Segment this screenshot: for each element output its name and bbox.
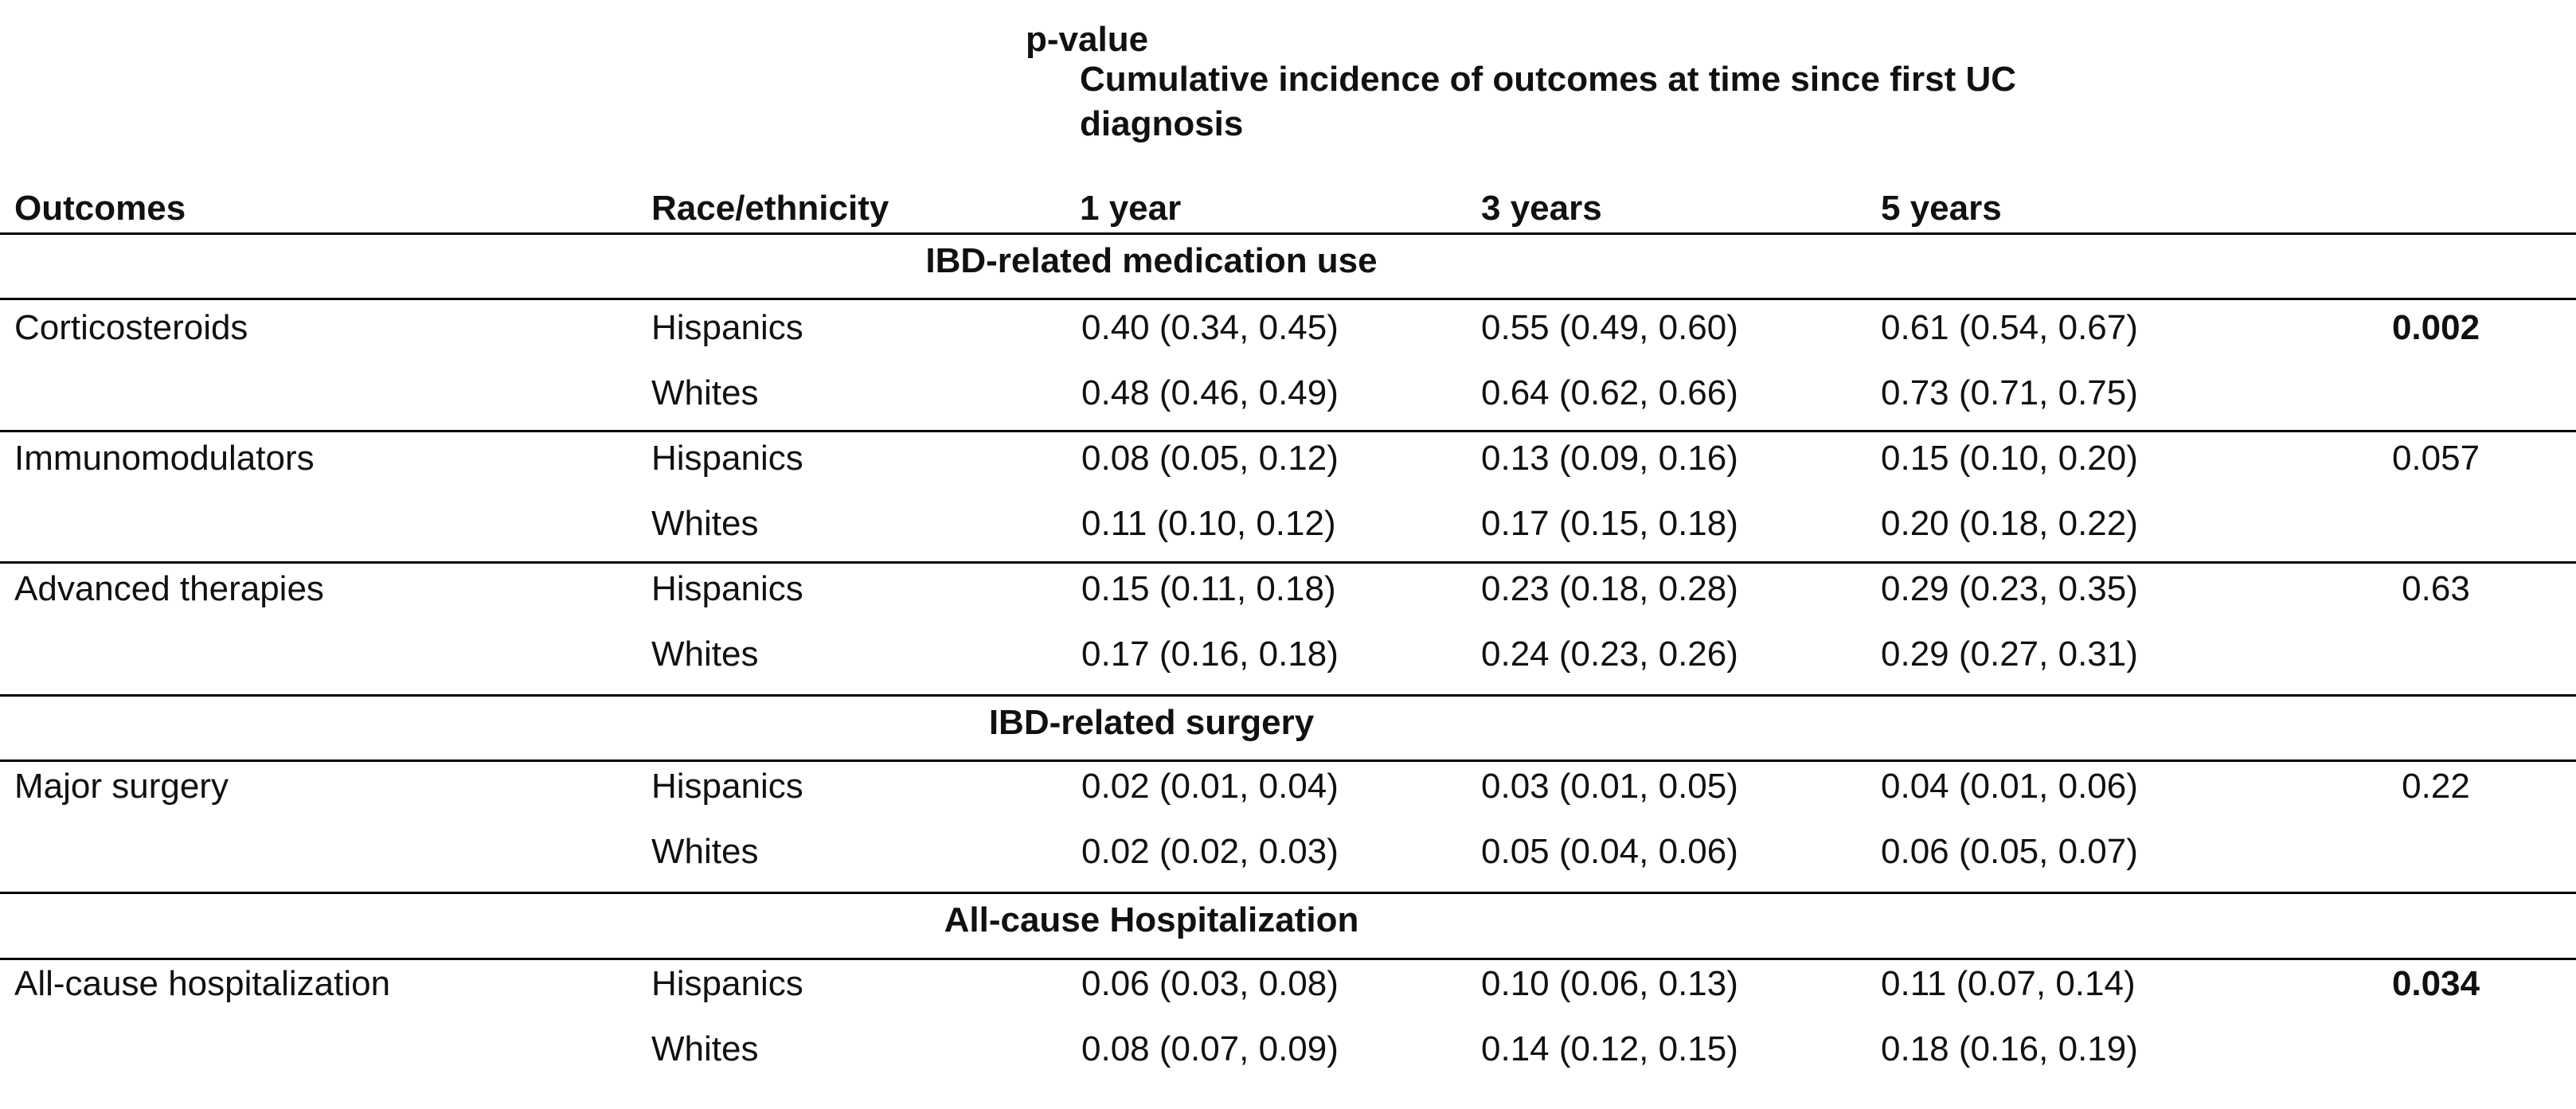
value-1-year: 0.11 (0.10, 0.12) bbox=[1081, 504, 1336, 543]
value-3-years: 0.23 (0.18, 0.28) bbox=[1481, 569, 1738, 608]
header-5-years: 5 years bbox=[1881, 189, 2002, 228]
section-title: All-cause Hospitalization bbox=[944, 900, 1359, 939]
race-cell: Whites bbox=[651, 373, 759, 412]
race-cell: Hispanics bbox=[651, 439, 803, 478]
value-3-years: 0.10 (0.06, 0.13) bbox=[1481, 964, 1738, 1003]
value-3-years: 0.24 (0.23, 0.26) bbox=[1481, 635, 1738, 674]
pvalue-cell: 0.002 bbox=[2391, 308, 2480, 347]
value-5-years: 0.04 (0.01, 0.06) bbox=[1881, 767, 2138, 806]
value-3-years: 0.55 (0.49, 0.60) bbox=[1481, 308, 1738, 347]
outcome-name: Corticosteroids bbox=[14, 308, 248, 347]
outcome-name: Immunomodulators bbox=[14, 439, 315, 478]
value-1-year: 0.08 (0.07, 0.09) bbox=[1081, 1029, 1339, 1068]
value-3-years: 0.14 (0.12, 0.15) bbox=[1481, 1029, 1738, 1068]
section-rule bbox=[0, 760, 2576, 762]
value-5-years: 0.73 (0.71, 0.75) bbox=[1881, 373, 2138, 412]
header-rule bbox=[0, 232, 2576, 235]
value-5-years: 0.29 (0.27, 0.31) bbox=[1881, 635, 2138, 674]
value-5-years: 0.15 (0.10, 0.20) bbox=[1881, 439, 2138, 478]
value-3-years: 0.13 (0.09, 0.16) bbox=[1481, 439, 1738, 478]
value-5-years: 0.18 (0.16, 0.19) bbox=[1881, 1029, 2138, 1068]
value-3-years: 0.05 (0.04, 0.06) bbox=[1481, 832, 1738, 871]
row-rule bbox=[0, 561, 2576, 564]
race-cell: Whites bbox=[651, 504, 759, 543]
race-cell: Whites bbox=[651, 1029, 759, 1068]
race-cell: Hispanics bbox=[651, 308, 803, 347]
pvalue-cell: 0.63 bbox=[2402, 569, 2470, 608]
race-cell: Hispanics bbox=[651, 569, 803, 608]
value-1-year: 0.02 (0.02, 0.03) bbox=[1081, 832, 1339, 871]
value-3-years: 0.17 (0.15, 0.18) bbox=[1481, 504, 1738, 543]
value-1-year: 0.02 (0.01, 0.04) bbox=[1081, 767, 1339, 806]
value-5-years: 0.06 (0.05, 0.07) bbox=[1881, 832, 2138, 871]
value-1-year: 0.08 (0.05, 0.12) bbox=[1081, 439, 1339, 478]
value-3-years: 0.64 (0.62, 0.66) bbox=[1481, 373, 1738, 412]
header-cumulative-incidence: Cumulative incidence of outcomes at time… bbox=[1080, 60, 2017, 143]
section-rule bbox=[0, 958, 2576, 960]
pvalue-cell: 0.057 bbox=[2391, 439, 2480, 478]
pvalue-cell: 0.22 bbox=[2402, 767, 2470, 806]
value-3-years: 0.03 (0.01, 0.05) bbox=[1481, 767, 1738, 806]
section-title: IBD-related medication use bbox=[925, 241, 1378, 280]
race-cell: Hispanics bbox=[651, 964, 803, 1003]
value-1-year: 0.40 (0.34, 0.45) bbox=[1081, 308, 1339, 347]
value-1-year: 0.17 (0.16, 0.18) bbox=[1081, 635, 1339, 674]
header-race-ethnicity: Race/ethnicity bbox=[651, 189, 889, 228]
outcome-name: Advanced therapies bbox=[14, 569, 324, 608]
value-5-years: 0.20 (0.18, 0.22) bbox=[1881, 504, 2138, 543]
value-5-years: 0.29 (0.23, 0.35) bbox=[1881, 569, 2138, 608]
value-1-year: 0.48 (0.46, 0.49) bbox=[1081, 373, 1339, 412]
value-5-years: 0.11 (0.07, 0.14) bbox=[1881, 964, 2136, 1003]
race-cell: Whites bbox=[651, 635, 759, 674]
value-5-years: 0.61 (0.54, 0.67) bbox=[1881, 308, 2138, 347]
header-pvalue: p-value bbox=[1026, 20, 1149, 59]
row-rule bbox=[0, 430, 2576, 432]
header-3-years: 3 years bbox=[1481, 189, 1602, 228]
value-1-year: 0.06 (0.03, 0.08) bbox=[1081, 964, 1339, 1003]
header-outcomes: Outcomes bbox=[14, 189, 186, 228]
race-cell: Hispanics bbox=[651, 767, 803, 806]
value-1-year: 0.15 (0.11, 0.18) bbox=[1081, 569, 1336, 608]
section-title: IBD-related surgery bbox=[988, 703, 1315, 742]
header-1-year: 1 year bbox=[1080, 189, 1182, 228]
section-rule bbox=[0, 694, 2576, 697]
outcome-name: All-cause hospitalization bbox=[14, 964, 391, 1003]
section-rule bbox=[0, 298, 2576, 300]
pvalue-cell: 0.034 bbox=[2391, 964, 2480, 1003]
section-rule bbox=[0, 892, 2576, 894]
outcome-name: Major surgery bbox=[14, 767, 229, 806]
race-cell: Whites bbox=[651, 832, 759, 871]
